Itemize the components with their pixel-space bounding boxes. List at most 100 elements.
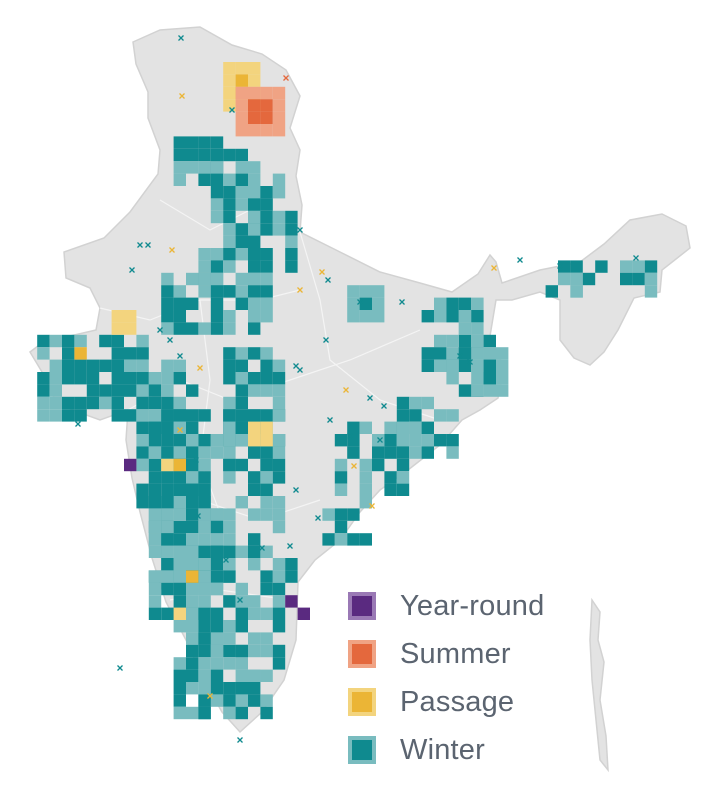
cell-winter — [446, 372, 459, 385]
cell-winter — [198, 434, 211, 447]
cell-winter — [471, 310, 484, 323]
cell-winter — [186, 322, 199, 335]
cell-winter — [359, 458, 372, 472]
cell-winter — [99, 384, 112, 397]
cell-winter — [223, 620, 236, 633]
cell-winter — [186, 446, 199, 459]
cell-passage — [124, 322, 137, 335]
cell-winter — [483, 359, 496, 372]
cell-winter — [260, 496, 273, 509]
cell-winter — [372, 458, 385, 472]
cell-winter — [620, 272, 633, 286]
cell-winter — [173, 682, 186, 695]
cell-winter — [272, 471, 286, 484]
cell-winter — [99, 396, 112, 410]
cell-winter — [186, 483, 199, 496]
cell-winter — [223, 248, 236, 261]
cell-winter — [248, 372, 261, 385]
cell-winter — [434, 409, 447, 422]
cell-winter — [74, 359, 87, 372]
cell-summer — [248, 99, 261, 112]
cell-winter — [210, 136, 224, 149]
cell-winter — [148, 582, 162, 596]
sighting-mark — [259, 545, 265, 551]
cell-winter — [148, 384, 162, 397]
cell-winter — [359, 297, 372, 310]
cell-winter — [471, 322, 484, 335]
cell-winter — [49, 409, 62, 422]
sighting-mark — [457, 353, 463, 359]
cell-winter — [210, 310, 224, 323]
cell-winter — [198, 595, 211, 608]
cell-winter — [198, 706, 211, 720]
cell-winter — [210, 582, 224, 596]
cell-winter — [272, 173, 286, 186]
cell-winter — [86, 384, 100, 397]
cell-winter — [198, 260, 211, 273]
cell-winter — [632, 260, 645, 273]
cell-winter — [186, 421, 199, 434]
cell-winter — [37, 372, 50, 385]
cell-winter — [359, 310, 372, 323]
cell-winter — [49, 359, 62, 372]
cell-winter — [223, 520, 236, 534]
legend-label-passage: Passage — [400, 685, 515, 718]
legend-item-summer: Summer — [348, 630, 608, 678]
cell-winter — [124, 347, 137, 360]
cell-winter — [161, 545, 174, 558]
cell-winter — [161, 409, 174, 422]
cell-winter — [235, 620, 248, 633]
cell-winter — [186, 706, 199, 720]
cell-winter — [496, 384, 509, 397]
cell-winter — [409, 421, 422, 434]
cell-winter — [136, 396, 149, 410]
cell-winter — [161, 508, 174, 521]
cell-winter — [272, 396, 286, 410]
cell-winter — [173, 520, 186, 534]
cell-passage — [235, 62, 248, 75]
cell-winter — [248, 545, 261, 558]
cell-winter — [173, 161, 186, 174]
cell-winter — [186, 434, 199, 447]
cell-winter — [260, 285, 273, 298]
cell-winter — [186, 508, 199, 521]
cell-winter — [148, 595, 162, 608]
cell-winter — [86, 372, 100, 385]
cell-winter — [223, 322, 236, 335]
cell-winter — [49, 334, 62, 348]
cell-winter — [272, 620, 286, 633]
cell-winter — [248, 446, 261, 459]
cell-year-round — [285, 595, 298, 608]
cell-winter — [248, 669, 261, 682]
cell-winter — [186, 620, 199, 633]
cell-winter — [124, 409, 137, 422]
cell-winter — [384, 471, 397, 484]
cell-winter — [347, 297, 360, 310]
cell-winter — [210, 682, 224, 695]
cell-winter — [161, 310, 174, 323]
cell-winter — [124, 384, 137, 397]
cell-winter — [148, 372, 162, 385]
cell-winter — [372, 285, 385, 298]
cell-winter — [223, 186, 236, 199]
sighting-mark — [178, 35, 184, 41]
cell-winter — [210, 632, 224, 645]
cell-winter — [421, 446, 434, 459]
cell-winter — [173, 545, 186, 558]
cell-winter — [186, 297, 199, 310]
cell-winter — [421, 347, 434, 360]
cell-winter — [421, 359, 434, 372]
cell-winter — [210, 161, 224, 174]
cell-winter — [173, 657, 186, 670]
cell-winter — [446, 409, 459, 422]
cell-winter — [223, 235, 236, 248]
cell-winter — [421, 421, 434, 434]
cell-winter — [173, 595, 186, 608]
cell-winter — [86, 396, 100, 410]
cell-winter — [260, 669, 273, 682]
cell-winter — [334, 471, 348, 484]
cell-winter — [248, 186, 261, 199]
cell-winter — [260, 210, 273, 224]
cell-winter — [421, 310, 434, 323]
cell-winter — [248, 508, 261, 521]
